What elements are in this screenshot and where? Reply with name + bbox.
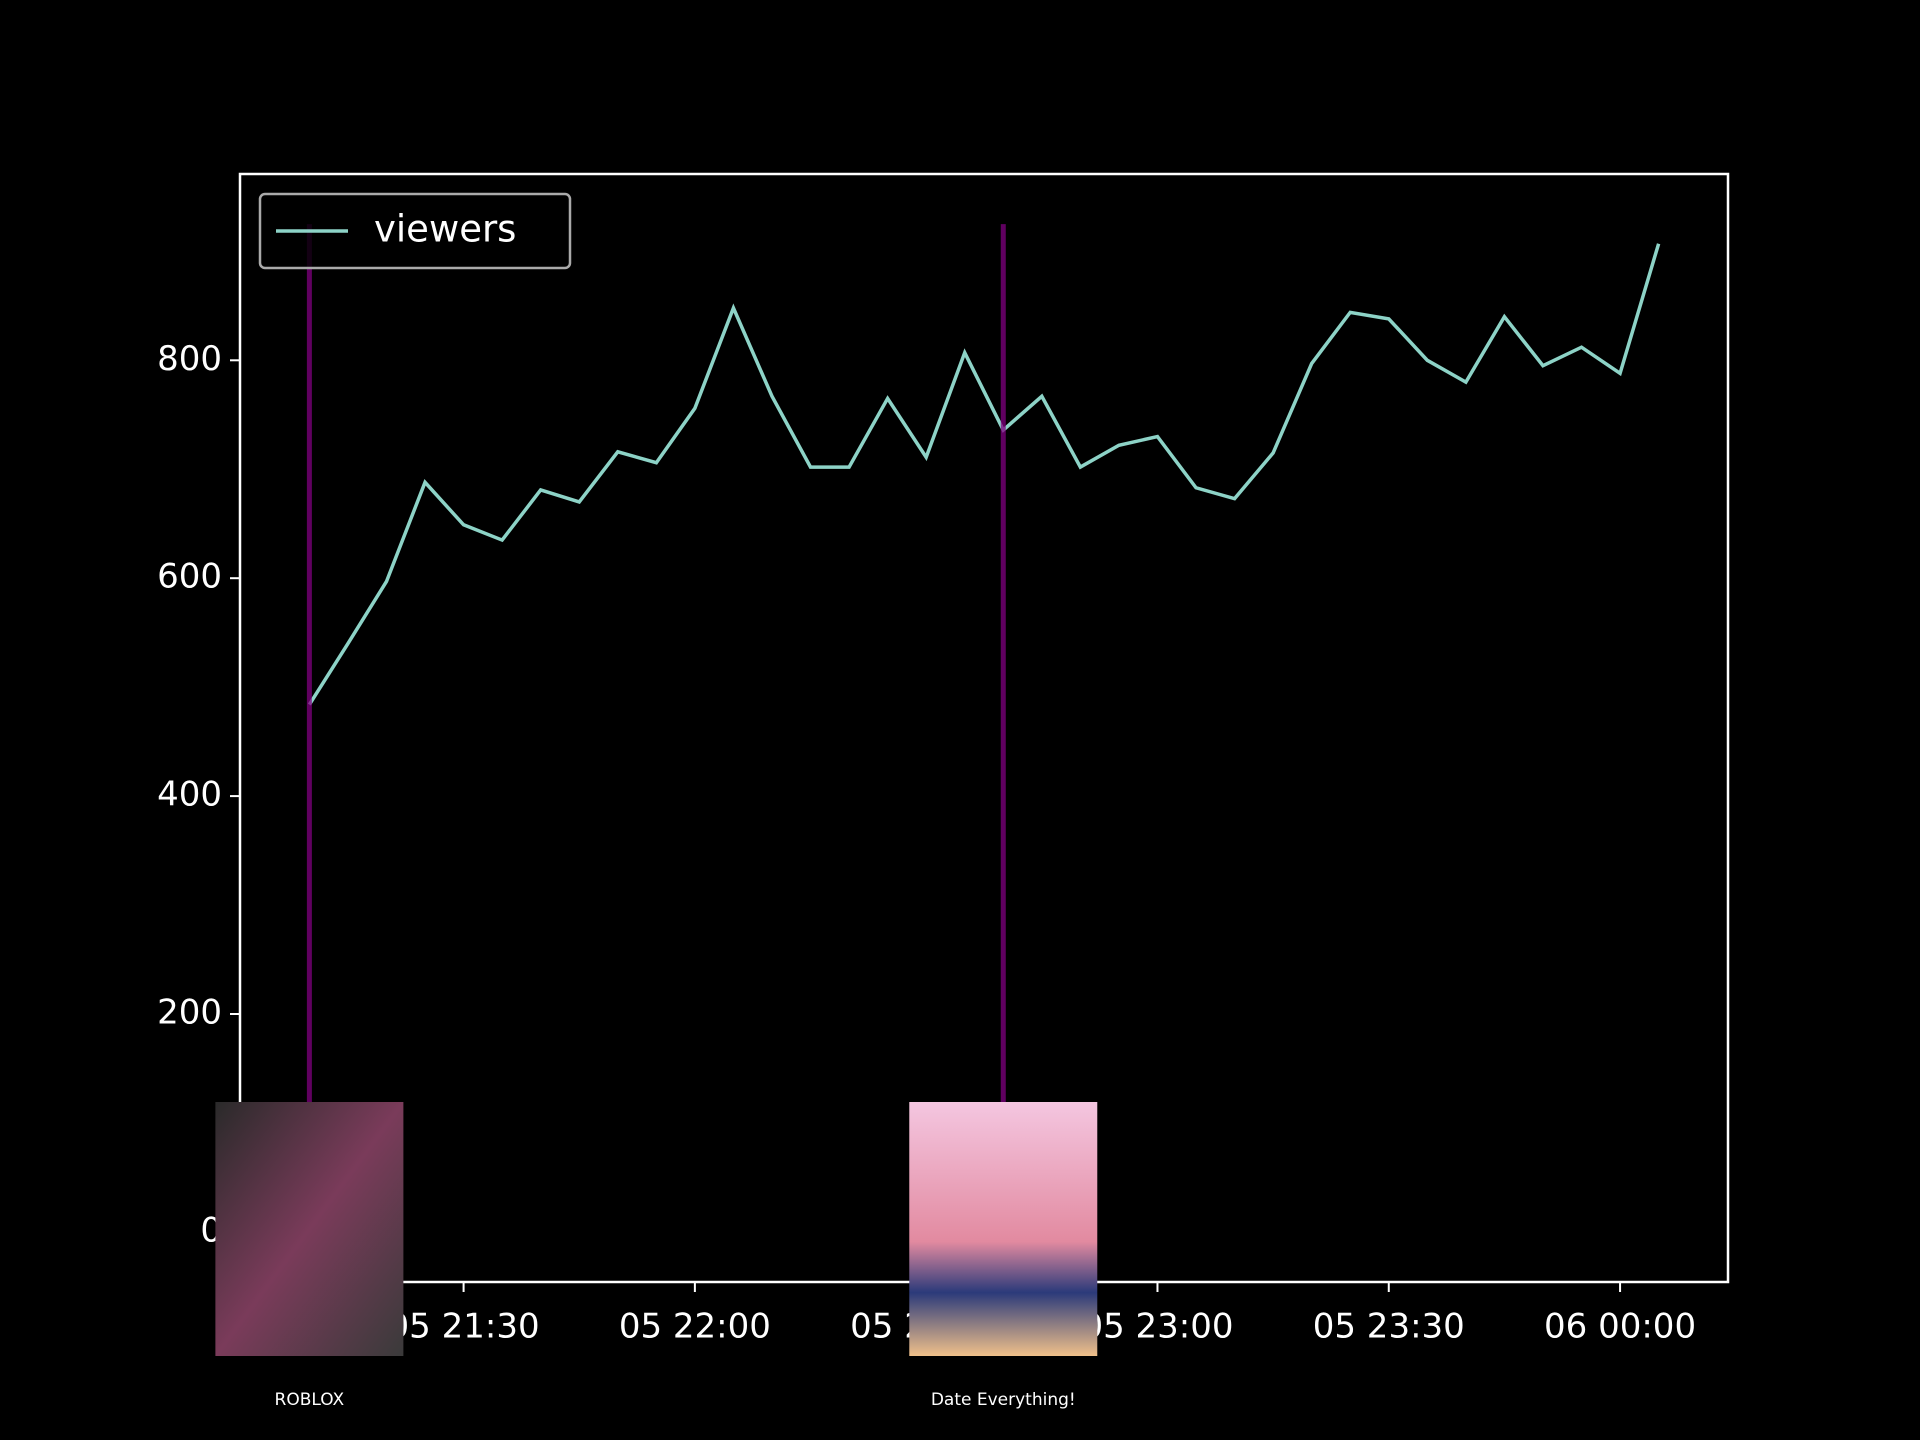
game-cover xyxy=(215,1102,404,1356)
game-cover xyxy=(909,1102,1098,1356)
game-label: ROBLOX xyxy=(275,1390,345,1410)
legend-label: viewers xyxy=(374,208,516,251)
y-tick-label: 800 xyxy=(157,339,222,379)
x-tick-label: 05 23:00 xyxy=(1081,1307,1233,1347)
x-tick-label: 05 21:30 xyxy=(388,1307,540,1347)
legend-box xyxy=(258,192,572,270)
y-tick-label: 400 xyxy=(157,775,222,815)
x-tick-label: 05 22:00 xyxy=(619,1307,771,1347)
game-label: Date Everything! xyxy=(931,1390,1076,1410)
y-tick-label: 200 xyxy=(157,992,222,1032)
y-tick-label: 600 xyxy=(157,557,222,597)
x-tick-label: 06 00:00 xyxy=(1544,1307,1696,1347)
x-tick-label: 05 23:30 xyxy=(1313,1307,1465,1347)
line xyxy=(307,243,1661,706)
